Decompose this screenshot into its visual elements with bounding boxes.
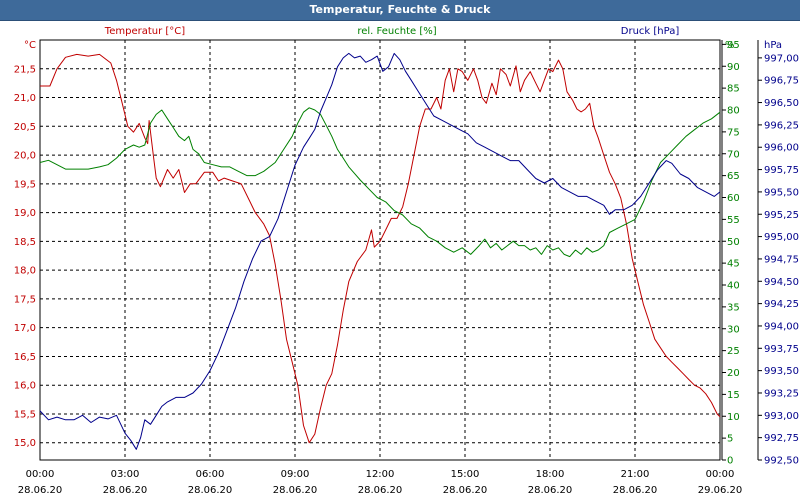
x-tick-time: 00:00 [26,469,55,480]
x-tick-time: 03:00 [111,469,140,480]
pressure-tick-label: 994,00 [764,321,799,332]
x-tick-date: 28.06.20 [613,485,658,496]
humidity-tick-label: 90 [727,62,740,73]
pressure-tick-label: 994,75 [764,254,799,265]
humidity-tick-label: 95 [727,40,740,51]
temperature-tick-label: 21,5 [14,64,36,75]
x-tick-date: 28.06.20 [443,485,488,496]
x-tick-date: 28.06.20 [358,485,403,496]
temperature-tick-label: 17,0 [14,323,36,334]
pressure-tick-label: 993,00 [764,411,799,422]
x-tick-date: 28.06.20 [18,485,63,496]
pressure-tick-label: 993,75 [764,344,799,355]
temperature-tick-label: 18,5 [14,237,36,248]
humidity-tick-label: 55 [727,215,740,226]
temperature-unit-label: °C [24,40,36,51]
x-tick-time: 21:00 [621,469,650,480]
x-tick-time: 15:00 [451,469,480,480]
pressure-tick-label: 996,75 [764,76,799,87]
temperature-tick-label: 20,5 [14,122,36,133]
pressure-unit-label: hPa [764,40,782,51]
grid [40,40,720,460]
x-tick-date: 28.06.20 [188,485,233,496]
temperature-tick-label: 16,0 [14,381,36,392]
humidity-tick-label: 15 [727,390,740,401]
chart-title: Temperatur, Feuchte & Druck [309,3,491,16]
pressure-tick-label: 996,50 [764,98,799,109]
pressure-tick-label: 994,50 [764,277,799,288]
humidity-tick-label: 0 [727,456,733,467]
humidity-tick-label: 80 [727,106,740,117]
series-group [39,52,721,450]
pressure-tick-label: 993,25 [764,388,799,399]
humidity-tick-label: 75 [727,127,740,138]
pressure-tick-label: 995,75 [764,165,799,176]
temperature-tick-label: 15,0 [14,438,36,449]
pressure-tick-label: 997,00 [764,53,799,64]
pressure-tick-label: 992,50 [764,456,799,467]
temperature-tick-label: 20,0 [14,151,36,162]
temperature-tick-label: 21,0 [14,93,36,104]
temperature-tick-label: 19,0 [14,208,36,219]
humidity-tick-label: 70 [727,149,740,160]
x-tick-date: 29.06.20 [698,485,743,496]
temperature-tick-label: 19,5 [14,179,36,190]
pressure-tick-label: 996,00 [764,143,799,154]
axes [39,39,762,461]
humidity-tick-label: 20 [727,368,740,379]
temperature-tick-label: 15,5 [14,409,36,420]
pressure-tick-label: 995,25 [764,210,799,221]
humidity-tick-label: 25 [727,346,740,357]
temperature-tick-label: 18,0 [14,266,36,277]
humidity-tick-label: 85 [727,84,740,95]
pressure-tick-label: 994,25 [764,299,799,310]
humidity-tick-label: 50 [727,237,740,248]
pressure-tick-label: 995,50 [764,187,799,198]
humidity-axis-title: rel. Feuchte [%] [357,26,436,37]
humidity-tick-label: 5 [727,434,733,445]
humidity-tick-label: 10 [727,412,740,423]
humidity-tick-label: 35 [727,302,740,313]
x-tick-time: 12:00 [366,469,395,480]
pressure-series-line [39,52,721,450]
humidity-tick-label: 40 [727,281,740,292]
humidity-tick-label: 60 [727,193,740,204]
pressure-tick-label: 993,50 [764,366,799,377]
humidity-tick-label: 30 [727,324,740,335]
temperature-tick-label: 16,5 [14,352,36,363]
axis-labels: 00:00 28.06.20 03:00 28.06.20 06:00 28.06.20 0… [14,26,799,496]
humidity-unit-label: % [725,40,735,51]
x-tick-date: 28.06.20 [103,485,148,496]
pressure-axis-title: Druck [hPa] [621,26,680,37]
pressure-tick-label: 995,00 [764,232,799,243]
x-tick-date: 28.06.20 [528,485,573,496]
x-tick-time: 00:00 [706,469,735,480]
humidity-series-line [39,107,721,258]
x-tick-time: 18:00 [536,469,565,480]
humidity-tick-label: 45 [727,259,740,270]
pressure-tick-label: 996,25 [764,120,799,131]
chart-title-bar: Temperatur, Feuchte & Druck [0,0,800,21]
temperature-series-line [40,53,721,444]
temperature-tick-label: 17,5 [14,294,36,305]
x-tick-time: 09:00 [281,469,310,480]
pressure-tick-label: 992,75 [764,433,799,444]
humidity-tick-label: 65 [727,171,740,182]
x-tick-time: 06:00 [196,469,225,480]
temperature-axis-title: Temperatur [°C] [104,26,185,37]
x-tick-date: 28.06.20 [273,485,318,496]
plot-frame [39,39,721,461]
